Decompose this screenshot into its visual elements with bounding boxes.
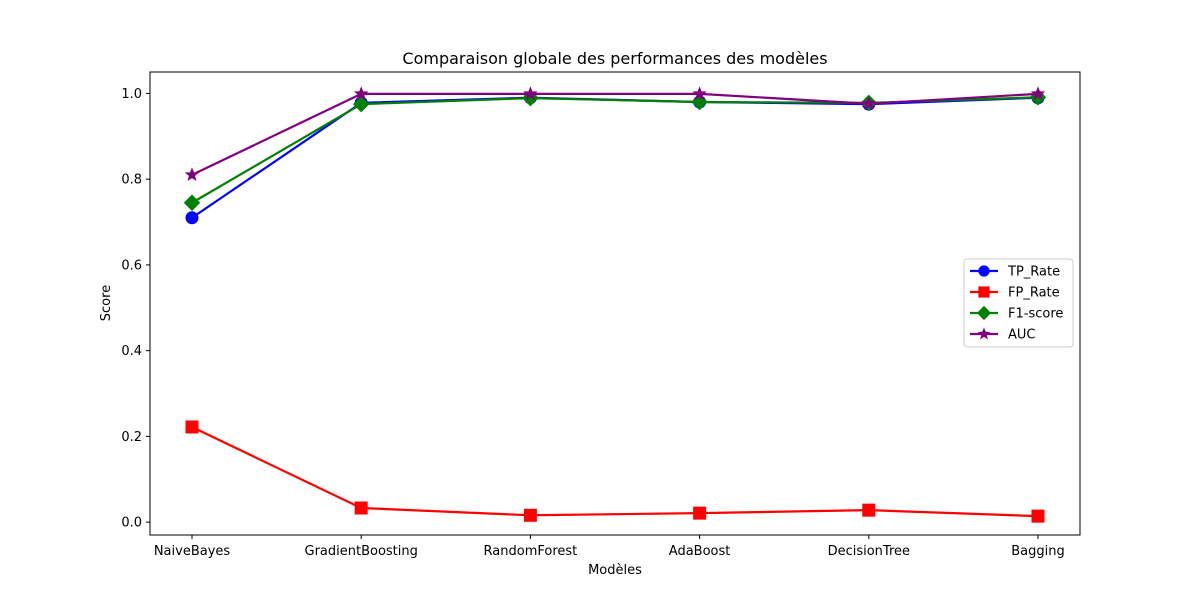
series-line <box>191 92 1039 176</box>
series-line <box>191 425 1039 518</box>
y-tick-label: 0.6 <box>121 258 142 273</box>
legend-label: FP_Rate <box>1008 286 1060 301</box>
data-point <box>692 86 707 101</box>
series-layer <box>183 86 1047 523</box>
legend-marker <box>978 286 990 298</box>
data-point <box>184 167 200 182</box>
data-point <box>354 501 368 515</box>
chart-title: Comparaison globale des performances des… <box>402 49 827 68</box>
series-tp-rate <box>185 91 1045 225</box>
legend-item: AUC <box>970 327 1036 343</box>
data-point <box>352 95 370 113</box>
legend-label: TP_Rate <box>1007 265 1060 280</box>
x-tick-label: AdaBoost <box>669 544 731 559</box>
y-tick-label: 0.8 <box>121 173 142 188</box>
series-auc <box>184 86 1046 182</box>
legend: TP_Rate FP_Rate F1-score AUC <box>963 258 1074 348</box>
legend-frame <box>963 258 1074 348</box>
legend-item: FP_Rate <box>970 286 1060 301</box>
x-axis: NaiveBayes GradientBoosting RandomForest Ad… <box>154 535 1065 559</box>
data-point <box>185 211 199 225</box>
y-axis-label: Score <box>99 285 114 321</box>
legend-label: AUC <box>1008 328 1036 343</box>
series-line <box>191 96 1039 219</box>
legend-item: F1-score <box>970 305 1063 322</box>
y-tick-label: 0.4 <box>121 344 142 359</box>
data-point <box>183 194 201 211</box>
data-point <box>523 508 537 522</box>
plot-frame <box>149 71 1081 536</box>
legend-item: TP_Rate <box>970 265 1060 280</box>
data-point <box>693 506 707 520</box>
y-tick-label: 0.2 <box>121 430 142 445</box>
data-point <box>862 503 876 517</box>
legend-marker <box>977 327 991 340</box>
y-tick-label: 0.0 <box>121 516 142 531</box>
legend-label: F1-score <box>1008 307 1063 322</box>
data-point <box>1031 509 1045 523</box>
legend-marker <box>978 265 990 277</box>
y-tick-label: 1.0 <box>121 87 142 102</box>
x-tick-label: NaiveBayes <box>154 544 231 559</box>
legend-marker <box>976 305 992 321</box>
data-point <box>523 86 538 101</box>
data-point <box>861 96 877 110</box>
data-point <box>353 86 369 101</box>
series-fp-rate <box>185 420 1045 523</box>
y-axis: 0.0 0.2 0.4 0.6 0.8 1.0 <box>121 87 150 531</box>
x-tick-label: GradientBoosting <box>305 544 418 559</box>
x-axis-label: Modèles <box>588 563 642 578</box>
x-tick-label: RandomForest <box>484 544 578 559</box>
data-point <box>1030 86 1046 101</box>
series-f1-score <box>183 89 1047 211</box>
data-point <box>185 420 199 434</box>
x-tick-label: DecisionTree <box>828 544 910 559</box>
x-tick-label: Bagging <box>1011 544 1065 559</box>
